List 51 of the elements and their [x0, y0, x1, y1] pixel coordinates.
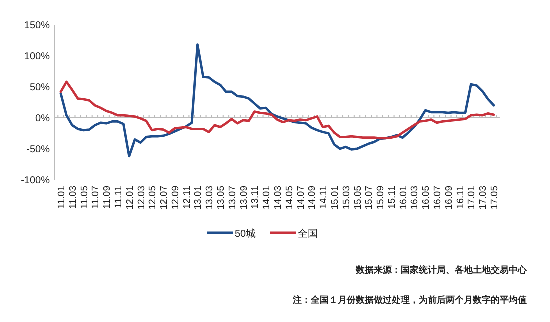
x-tick-label: 15.11 [386, 186, 398, 210]
x-tick-label: 13.11 [250, 186, 262, 210]
x-tick-label: 11.07 [90, 186, 102, 210]
line-series [60, 44, 496, 158]
x-tick-label: 11.01 [56, 186, 68, 210]
x-tick-label: 14.03 [273, 186, 284, 210]
x-tick-label: 11.05 [79, 186, 90, 210]
x-tick-label: 15.07 [364, 186, 376, 210]
legend-label: 50城 [235, 228, 256, 240]
source-note: 数据来源：国家统计局、各地土地交易中心 [355, 265, 528, 275]
y-tick-label: -100% [21, 176, 50, 186]
x-tick-label: 11.09 [102, 186, 114, 210]
x-tick-label: 12.05 [148, 186, 159, 210]
x-tick-label: 12.09 [170, 186, 182, 210]
x-tick-label: 12.01 [124, 186, 136, 210]
x-tick-label: 14.05 [284, 186, 296, 210]
x-tick-label: 14.01 [262, 186, 273, 210]
x-tick-label: 16.11 [455, 186, 466, 210]
y-tick-label: 150% [24, 20, 50, 32]
y-tick-label: 50% [30, 82, 50, 94]
x-tick-label: 16.03 [410, 186, 421, 210]
x-tick-label: 14.11 [318, 186, 330, 210]
x-tick-label: 12.11 [182, 186, 193, 210]
x-tick-label: 12.07 [159, 186, 170, 210]
x-tick-label: 15.03 [341, 186, 352, 210]
x-tick-label: 13.01 [193, 186, 204, 210]
x-tick-label: 16.09 [444, 186, 455, 210]
x-tick-label: 16.07 [432, 186, 444, 210]
y-tick-label: -50% [26, 144, 50, 156]
x-tick-label: 15.01 [330, 186, 341, 210]
x-tick-label: 16.05 [421, 186, 432, 210]
x-tick-label: 16.01 [398, 186, 410, 210]
x-tick-label: 15.05 [352, 186, 364, 210]
x-tick-label: 11.11 [113, 186, 124, 208]
y-tick-label: 100% [24, 52, 50, 62]
x-tick-label: 14.07 [296, 186, 307, 210]
x-tick-label: 13.03 [204, 186, 216, 210]
x-tick-label: 11.03 [68, 186, 79, 210]
line-series [60, 80, 496, 140]
x-tick-label: 17.03 [478, 186, 490, 210]
x-tick-label: 13.09 [238, 186, 250, 210]
legend-label: 全国 [298, 228, 318, 240]
x-tick-label: 13.07 [227, 186, 238, 210]
x-tick-label: 14.09 [307, 186, 318, 210]
text: 注：全国１月份数据做过处理，为前后两个月数字的平均值 [292, 295, 527, 305]
y-tick-label: 0% [36, 114, 50, 124]
x-tick-label: 17.01 [466, 186, 478, 210]
x-tick-label: 15.09 [376, 186, 387, 210]
x-tick-label: 17.05 [490, 186, 500, 210]
x-tick-label: 13.05 [216, 186, 228, 210]
x-tick-label: 12.03 [136, 186, 148, 210]
